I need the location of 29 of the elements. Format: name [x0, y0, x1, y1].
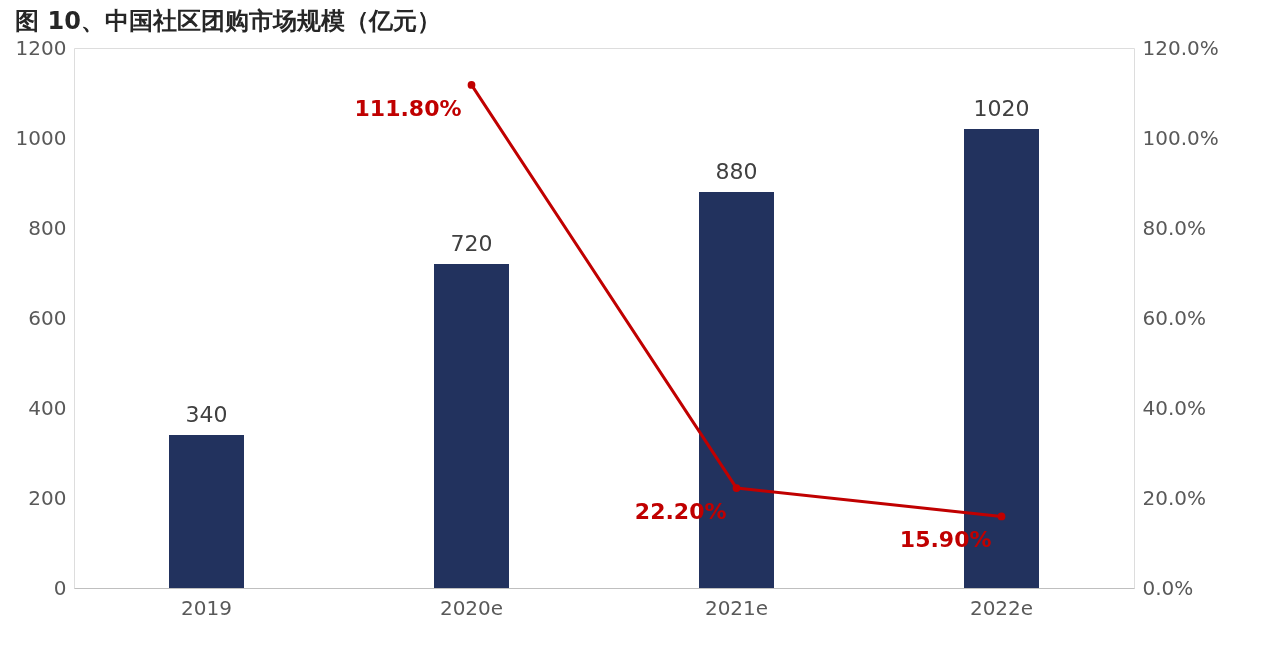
x-tick-label: 2022e: [969, 595, 1034, 620]
point: [467, 81, 476, 89]
y2-tick-label: 20.0%: [1142, 485, 1207, 510]
y2-tick-label: 80.0%: [1142, 215, 1207, 240]
x-tick-label: 2021e: [704, 595, 769, 620]
y2-tick-label: 100.0%: [1142, 125, 1219, 150]
bar: [169, 435, 244, 588]
y2-tick-label: 0.0%: [1142, 575, 1194, 600]
y2-tick-label: 40.0%: [1142, 395, 1207, 420]
y-tick-label: 400: [28, 395, 67, 420]
y2-tick-label: 60.0%: [1142, 305, 1207, 330]
y2-tick-label: 120.0%: [1142, 35, 1219, 60]
x-tick-label: 2020e: [439, 595, 504, 620]
chart-title: 图 10、中国社区团购市场规模（亿元）: [15, 7, 441, 35]
y-tick-label: 600: [28, 305, 67, 330]
point: [732, 484, 741, 492]
point: [997, 512, 1006, 521]
y-tick-label: 1000: [15, 125, 67, 150]
data-label: 720: [450, 231, 493, 256]
y-tick-label: 0: [53, 575, 67, 600]
data-label: 340: [185, 402, 228, 427]
data-label: 111.80%: [354, 95, 462, 121]
x-tick-label: 2019: [181, 595, 232, 620]
y-tick-label: 800: [28, 215, 67, 240]
y-tick-label: 200: [28, 485, 67, 510]
y-tick-label: 1200: [15, 35, 67, 60]
data-label: 880: [715, 159, 758, 184]
bar: [434, 264, 509, 588]
data-label: 1020: [973, 96, 1030, 121]
